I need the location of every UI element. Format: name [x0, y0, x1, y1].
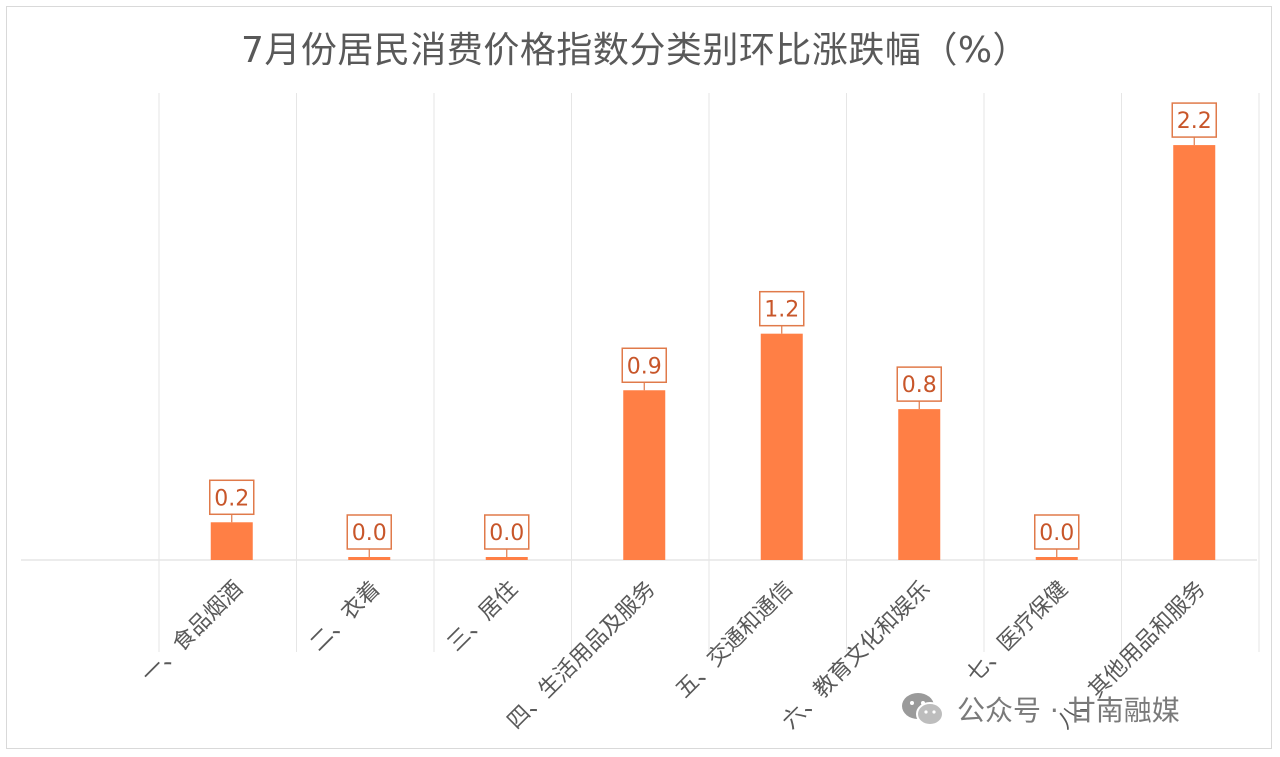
bar	[760, 333, 803, 560]
bar	[1035, 557, 1078, 560]
data-label: 2.2	[1177, 109, 1212, 134]
category-label: 四、生活用品及服务	[503, 577, 661, 735]
data-label-box	[346, 514, 392, 550]
watermark-text: 公众号 · 甘南融媒	[957, 694, 1180, 727]
data-label-box	[484, 514, 530, 550]
data-label-box	[759, 290, 805, 327]
data-label-box	[896, 366, 942, 402]
category-label: 三、居住	[443, 577, 523, 657]
category-label: 二、衣着	[306, 577, 386, 657]
bar-chart: 0.2 一、食品烟酒 0.0 二、衣着 0.0 三、居住 0.9 四、生活用品及服务 1.2 五、…	[21, 93, 1260, 735]
bar	[210, 522, 253, 560]
data-label-box	[621, 347, 667, 384]
chart-frame: 7月份居民消费价格指数分类别环比涨跌幅（%） 0.2 一、食品烟酒 0.0 二、衣着 0…	[6, 6, 1272, 749]
bar	[898, 409, 941, 560]
chart-title: 7月份居民消费价格指数分类别环比涨跌幅（%）	[240, 30, 1030, 71]
bar	[485, 557, 528, 560]
bar	[623, 390, 666, 560]
bar	[1173, 145, 1216, 560]
data-label: 0.0	[352, 521, 387, 546]
data-label: 0.8	[902, 373, 937, 398]
wechat-icon	[902, 693, 944, 726]
data-label: 0.0	[489, 521, 524, 546]
data-label-box	[209, 479, 255, 516]
category-label: 五、交通和通信	[671, 577, 798, 704]
bar	[348, 557, 391, 560]
category-label: 七、医疗保健	[962, 577, 1073, 688]
data-label: 1.2	[764, 298, 799, 323]
category-label: 一、食品烟酒	[137, 577, 248, 688]
data-label: 0.0	[1039, 521, 1074, 546]
watermark: 公众号 · 甘南融媒	[899, 689, 1180, 729]
data-label: 0.9	[627, 354, 662, 379]
data-label: 0.2	[214, 486, 249, 511]
